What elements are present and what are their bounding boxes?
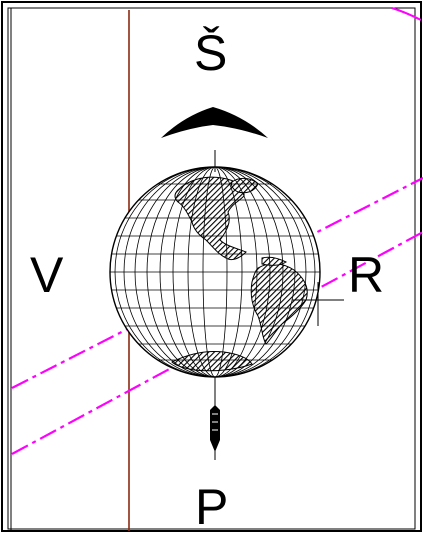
- compass-label-north: Š: [194, 25, 228, 81]
- compass-label-south: P: [195, 479, 229, 535]
- crosshair-icon: [292, 282, 344, 326]
- arrow-down-icon: [210, 372, 220, 460]
- compass-label-east: R: [348, 247, 385, 303]
- globe-americas-icon: [109, 150, 321, 378]
- arc-top-right: [391, 7, 422, 21]
- chevron-up-icon: [161, 107, 268, 138]
- compass-label-west: V: [30, 247, 64, 303]
